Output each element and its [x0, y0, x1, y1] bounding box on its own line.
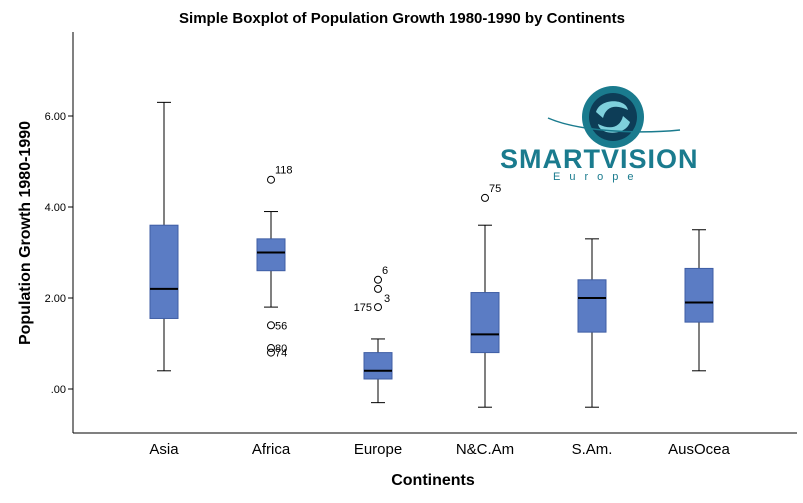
outlier-point	[374, 275, 382, 284]
x-tick-label: S.Am.	[572, 441, 613, 458]
x-tick-label: Asia	[149, 441, 179, 458]
logo-wordmark: SMARTVISION	[500, 144, 699, 174]
outlier-label: 80	[275, 343, 287, 355]
outlier-point	[267, 348, 275, 357]
outlier-label: 175	[354, 302, 372, 314]
box-asia	[149, 101, 179, 372]
smartvision-logo: SMARTVISION Europe	[500, 86, 699, 183]
x-tick-label: Europe	[354, 441, 402, 458]
box-iqr	[470, 292, 500, 354]
y-tick-label: 4.00	[45, 202, 66, 214]
box-sam	[577, 238, 607, 408]
box-iqr	[256, 238, 286, 272]
x-ticks: Asia Africa Europe N&C.Am S.Am. AusOcea	[149, 441, 730, 458]
outlier-label: 6	[382, 265, 388, 277]
outlier-label: 74	[275, 348, 287, 360]
y-tick-label: 2.00	[45, 293, 66, 305]
x-tick-label: AusOcea	[668, 441, 730, 458]
outlier-label: 56	[275, 320, 287, 332]
box-europe: 6 175	[354, 265, 393, 404]
box-iqr	[577, 279, 607, 333]
logo-subtitle: Europe	[553, 171, 642, 183]
y-tick-label: 6.00	[45, 111, 66, 123]
y-ticks: .00 2.00 4.00 6.00	[45, 111, 73, 396]
outlier-point	[374, 284, 382, 293]
x-tick-label: Africa	[252, 441, 291, 458]
outlier-label: 3	[384, 293, 390, 305]
outlier-point	[267, 321, 275, 330]
outlier-label: 118	[275, 165, 293, 177]
x-tick-label: N&C.Am	[456, 441, 514, 458]
box-iqr	[684, 267, 714, 323]
box-ausocea	[684, 229, 714, 372]
box-ncam: 75	[470, 183, 501, 408]
y-axis-title: Population Growth 1980-1990	[17, 121, 34, 345]
box-iqr	[149, 224, 179, 319]
chart-title: Simple Boxplot of Population Growth 1980…	[179, 10, 625, 27]
logo-mark	[547, 86, 681, 148]
y-tick-label: .00	[51, 384, 66, 396]
outlier-label: 75	[489, 183, 501, 195]
outlier-point	[481, 193, 489, 202]
outlier-point	[374, 303, 382, 312]
x-axis-title: Continents	[391, 472, 475, 489]
box-iqr	[363, 352, 393, 380]
outlier-point	[267, 344, 275, 353]
outlier-point	[267, 175, 275, 184]
